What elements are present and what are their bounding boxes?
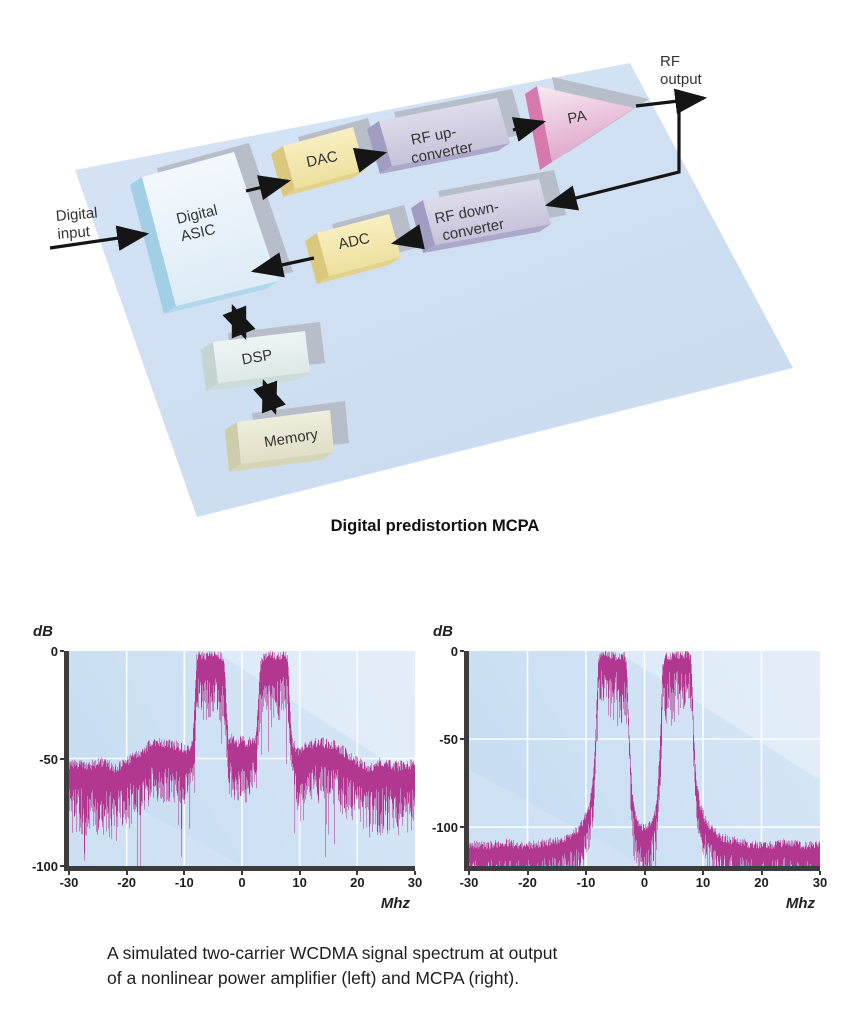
left-chart-xlabel: Mhz <box>380 895 410 912</box>
arrow-rfup-to-pa <box>511 117 547 142</box>
arrow-dac-to-rfup <box>352 147 388 173</box>
y-tick-mark <box>460 826 464 829</box>
spectrum-canvas-left <box>69 651 415 866</box>
x-tick-label: 20 <box>350 875 365 890</box>
dsp-label: DSP <box>240 346 273 368</box>
arrow-feedback-to-rfdown <box>544 102 681 211</box>
figure-caption: A simulated two-carrier WCDMA signal spe… <box>107 941 747 991</box>
x-tick-mark <box>356 871 359 875</box>
arrow-asic-dsp <box>222 304 256 340</box>
x-tick-mark <box>585 871 587 875</box>
arrow-digital-input <box>49 225 150 251</box>
x-tick-mark <box>183 871 186 875</box>
block-pa: PA <box>525 77 649 170</box>
figure-caption-line2: of a nonlinear power amplifier (left) an… <box>107 967 520 988</box>
x-tick-label: 30 <box>812 875 828 890</box>
x-tick-label: -30 <box>59 875 79 890</box>
y-tick-label: -100 <box>31 859 58 874</box>
y-tick-label: 0 <box>450 644 458 659</box>
x-tick-label: 0 <box>640 875 649 890</box>
diagram-arrows <box>49 88 708 416</box>
arrow-rfdown-to-adc <box>390 224 425 250</box>
spectrum-canvas-right <box>469 651 820 866</box>
x-tick-label: 30 <box>407 875 423 890</box>
x-tick-mark <box>702 871 704 875</box>
y-tick-mark <box>60 650 64 652</box>
block-adc: ADC <box>305 205 416 284</box>
arrow-adc-to-asic <box>250 252 315 278</box>
pa-label: PA <box>566 107 588 127</box>
spectrum-chart-right <box>464 651 820 871</box>
x-tick-mark <box>468 871 470 875</box>
x-tick-mark <box>241 871 243 875</box>
x-tick-mark <box>760 871 763 875</box>
y-tick-mark <box>460 738 464 741</box>
arrow-dsp-memory <box>253 378 286 416</box>
digital-input-label-line1: Digital <box>55 204 98 225</box>
x-tick-label: -20 <box>518 875 537 890</box>
x-tick-label: -30 <box>459 875 479 890</box>
x-tick-label: 10 <box>292 875 307 890</box>
left-chart-ylabel: dB <box>33 623 53 640</box>
block-rf-down-converter: RF down- converter <box>411 170 566 253</box>
y-tick-label: -100 <box>431 820 458 836</box>
y-tick-label: -50 <box>439 732 458 748</box>
x-tick-label: -10 <box>576 875 596 890</box>
rf-output-label-line1: RF <box>660 53 680 70</box>
y-tick-mark <box>460 650 464 652</box>
diagram-caption: Digital predistortion MCPA <box>331 517 540 535</box>
y-tick-label: 0 <box>50 644 58 659</box>
right-chart-xlabel: Mhz <box>785 895 815 912</box>
y-tick-mark <box>60 865 64 867</box>
rf-output-label-line2: output <box>660 71 703 88</box>
x-tick-label: -10 <box>174 875 194 890</box>
spectrum-chart-left <box>64 651 415 871</box>
x-tick-mark <box>819 871 821 875</box>
right-chart-ylabel: dB <box>433 623 453 640</box>
y-tick-label: -50 <box>39 751 58 767</box>
x-tick-mark <box>68 871 70 875</box>
dac-label: DAC <box>305 148 340 171</box>
y-tick-mark <box>60 757 64 760</box>
block-rf-up-converter: RF up- converter <box>367 89 525 174</box>
digital-input-label-line2: input <box>57 223 92 243</box>
adc-label: ADC <box>337 230 372 253</box>
x-tick-label: 0 <box>238 875 246 890</box>
x-tick-label: 20 <box>754 875 769 890</box>
x-tick-label: 10 <box>695 875 711 890</box>
x-tick-mark <box>125 871 128 875</box>
arrow-asic-to-dac <box>245 175 292 201</box>
x-tick-label: -20 <box>117 875 137 890</box>
arrow-pa-to-rf-output <box>635 88 708 115</box>
x-tick-mark <box>643 871 646 875</box>
x-tick-mark <box>414 871 416 875</box>
figure-caption-line1: A simulated two-carrier WCDMA signal spe… <box>107 943 558 963</box>
x-tick-mark <box>298 871 301 875</box>
x-tick-mark <box>526 871 529 875</box>
predistortion-diagram: Digital ASIC DAC ADC RF up- converter <box>49 53 793 535</box>
